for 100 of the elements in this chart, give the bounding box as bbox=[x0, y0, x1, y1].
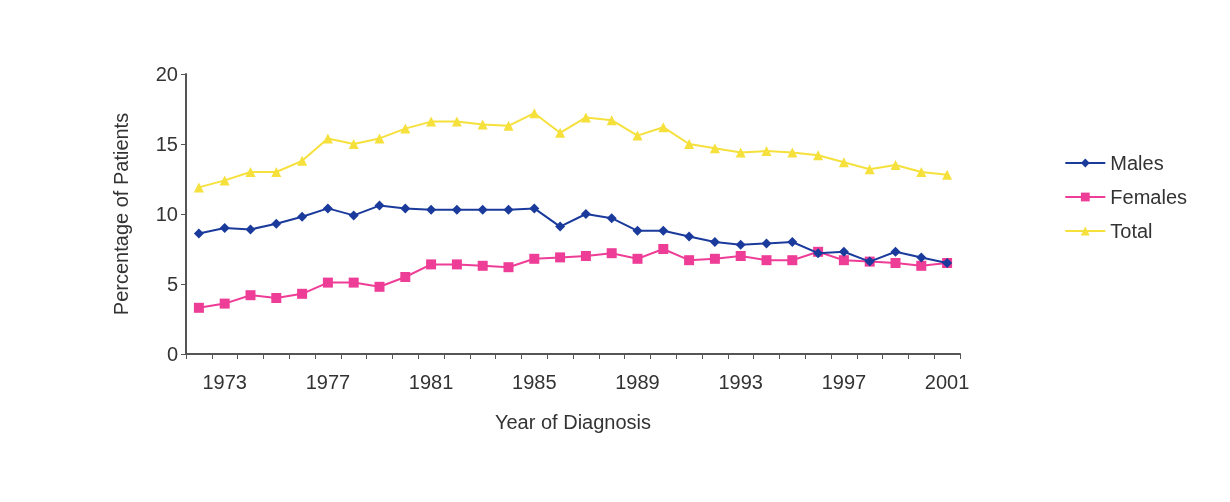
point bbox=[297, 155, 308, 166]
point bbox=[916, 252, 927, 263]
point bbox=[709, 253, 720, 264]
y-tick-label: 20 bbox=[155, 63, 178, 85]
point bbox=[322, 277, 333, 288]
point bbox=[606, 213, 617, 224]
point bbox=[271, 293, 282, 303]
x-tick-label: 1989 bbox=[615, 371, 660, 393]
point bbox=[271, 167, 282, 177]
point bbox=[580, 209, 591, 219]
point bbox=[761, 255, 772, 266]
point bbox=[348, 277, 359, 288]
point bbox=[890, 258, 901, 268]
point bbox=[219, 175, 230, 186]
point bbox=[193, 302, 204, 313]
point bbox=[426, 116, 437, 127]
point bbox=[813, 150, 824, 161]
x-tick-label: 1985 bbox=[512, 371, 557, 393]
point bbox=[477, 119, 488, 130]
point bbox=[348, 210, 359, 221]
point bbox=[503, 204, 514, 215]
point bbox=[374, 133, 385, 144]
point bbox=[245, 290, 256, 301]
point bbox=[555, 252, 566, 263]
point bbox=[245, 167, 256, 177]
point bbox=[942, 169, 953, 180]
x-tick-label: 1997 bbox=[821, 371, 867, 393]
point bbox=[864, 164, 875, 175]
point bbox=[245, 224, 256, 235]
point bbox=[735, 147, 746, 158]
point bbox=[426, 259, 437, 270]
x-tick-label: 1981 bbox=[408, 371, 454, 393]
point bbox=[787, 237, 798, 247]
point bbox=[555, 127, 566, 138]
point bbox=[709, 237, 720, 247]
point bbox=[451, 259, 462, 270]
point bbox=[606, 248, 617, 259]
point bbox=[451, 116, 462, 127]
x-axis-title: Year of Diagnosis bbox=[494, 411, 652, 433]
point bbox=[400, 272, 411, 282]
point bbox=[684, 139, 695, 149]
point bbox=[503, 262, 514, 273]
legend-label: Total bbox=[1110, 220, 1153, 242]
point bbox=[658, 225, 669, 236]
point bbox=[890, 246, 901, 257]
point bbox=[632, 253, 643, 264]
point bbox=[580, 112, 591, 123]
point bbox=[580, 251, 591, 261]
point bbox=[761, 238, 772, 249]
x-tick-label: 2001 bbox=[924, 371, 970, 393]
point bbox=[193, 228, 204, 239]
point bbox=[890, 160, 901, 170]
point bbox=[322, 133, 333, 144]
point bbox=[297, 211, 308, 222]
x-tick-label: 1977 bbox=[305, 371, 351, 393]
point bbox=[348, 139, 359, 149]
point bbox=[838, 157, 849, 168]
point bbox=[374, 281, 385, 292]
point bbox=[400, 123, 411, 134]
y-axis-title: Percentage of Patients bbox=[110, 112, 132, 316]
point bbox=[529, 253, 540, 264]
legend-label: Females bbox=[1110, 186, 1188, 208]
point bbox=[735, 251, 746, 261]
point bbox=[916, 260, 927, 271]
point bbox=[219, 298, 230, 309]
point bbox=[787, 255, 798, 266]
point bbox=[684, 255, 695, 266]
point bbox=[555, 221, 566, 232]
legend-label: Males bbox=[1110, 152, 1164, 174]
point bbox=[658, 244, 669, 254]
point bbox=[451, 204, 462, 215]
point bbox=[684, 231, 695, 242]
point bbox=[606, 115, 617, 126]
point bbox=[477, 260, 488, 271]
point bbox=[838, 246, 849, 257]
y-tick-label: 10 bbox=[155, 203, 178, 225]
point bbox=[426, 204, 437, 215]
y-tick-label: 5 bbox=[166, 273, 178, 295]
point bbox=[916, 167, 927, 177]
x-tick-label: 1973 bbox=[202, 371, 247, 393]
point bbox=[477, 204, 488, 215]
point bbox=[503, 120, 514, 131]
point bbox=[787, 147, 798, 158]
y-tick-label: 15 bbox=[155, 133, 178, 155]
point bbox=[735, 239, 746, 250]
point bbox=[219, 223, 230, 233]
point bbox=[322, 203, 333, 214]
point bbox=[529, 203, 540, 214]
y-tick-label: 0 bbox=[166, 343, 178, 365]
point bbox=[709, 143, 720, 154]
point bbox=[658, 122, 669, 133]
point bbox=[374, 200, 385, 211]
point bbox=[400, 203, 411, 214]
point bbox=[761, 146, 772, 156]
point bbox=[632, 225, 643, 236]
point bbox=[632, 130, 643, 141]
point bbox=[838, 255, 849, 266]
x-tick-label: 1993 bbox=[718, 371, 763, 393]
point bbox=[297, 288, 308, 299]
point bbox=[529, 108, 540, 119]
